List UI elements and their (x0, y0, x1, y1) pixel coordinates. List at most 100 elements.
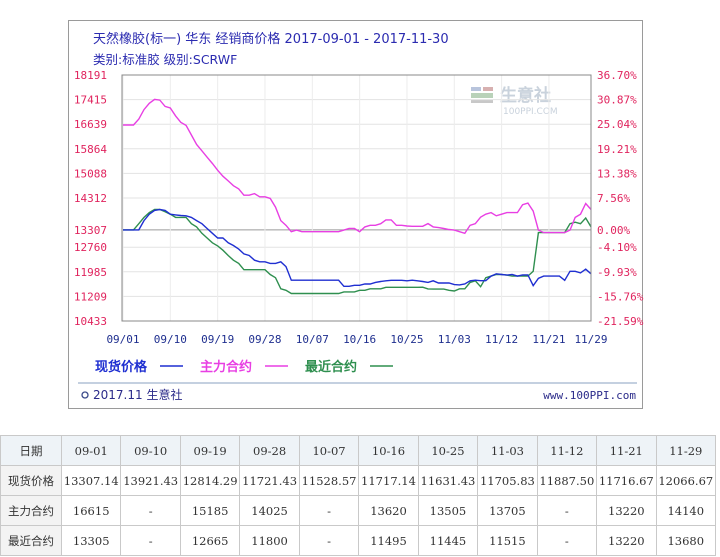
table-cell: 13505 (417, 495, 479, 526)
table-cell: 11716.67 (596, 465, 657, 496)
table-row-label: 主力合约 (0, 495, 62, 526)
table-cell: 13220 (596, 495, 657, 526)
series-line-0 (123, 208, 592, 287)
table-cell: 11631.43 (417, 465, 479, 496)
x-tick-label: 11/03 (438, 333, 471, 346)
table-cell: - (298, 525, 360, 556)
table-cell: 12066.67 (655, 465, 717, 496)
table-cell: 14140 (655, 495, 717, 526)
table-cell: 11-21 (596, 435, 657, 466)
left-axis-ticks: 18191 17415 16639 15864 15088 14312 13307 12760… (74, 69, 107, 328)
series-line-2 (123, 208, 592, 295)
table-cell: - (120, 525, 181, 556)
chart-title: 天然橡胶(标一) 华东 经销商价格 2017-09-01 - 2017-11-3… (93, 31, 449, 47)
right-axis-ticks: 36.70% 30.87% 25.04% 19.21% 13.38% 7.56% 0.00%… (597, 69, 644, 328)
table-cell: 13921.43 (120, 465, 181, 496)
watermark-url: 100PPI.COM (503, 107, 558, 117)
chart-frame (68, 20, 643, 409)
series-line-1 (123, 98, 592, 235)
table-cell: 15185 (179, 495, 241, 526)
table-cell: 11445 (417, 525, 479, 556)
left-tick-label: 10433 (74, 315, 107, 328)
table-cell: - (298, 495, 360, 526)
left-tick-label: 13307 (74, 224, 107, 237)
table-cell: 11705.83 (477, 465, 538, 496)
table-cell: 11-29 (655, 435, 717, 466)
table-cell: 09-19 (179, 435, 241, 466)
x-tick-label: 11/29 (574, 333, 607, 346)
left-tick-label: 14312 (74, 192, 107, 205)
table-cell: 11-03 (477, 435, 538, 466)
table-cell: 11721.43 (239, 465, 300, 496)
x-tick-label: 09/28 (248, 333, 281, 346)
table-cell: 11717.14 (358, 465, 419, 496)
table-cell: 10-16 (358, 435, 419, 466)
table-cell: 13307.14 (60, 465, 122, 496)
table-cell: 11528.57 (298, 465, 360, 496)
right-tick-label: 30.87% (597, 94, 637, 107)
table-cell: 09-01 (60, 435, 122, 466)
right-tick-label: -15.76% (597, 290, 644, 303)
x-tick-label: 11/21 (532, 333, 565, 346)
x-axis-ticks: 09/01 09/10 09/19 09/28 10/07 10/16 10/25 11/03… (106, 333, 607, 346)
legend-label: 主力合约 (200, 359, 252, 375)
table-cell: 13620 (358, 495, 419, 526)
footer-url[interactable]: www.100PPI.com (543, 389, 636, 402)
table-cell: 13680 (655, 525, 717, 556)
table-cell: 14025 (239, 495, 300, 526)
x-tick-label: 09/01 (106, 333, 139, 346)
right-tick-label: -21.59% (597, 315, 644, 328)
left-tick-label: 15864 (74, 143, 107, 156)
table-row: 主力合约 16615-15185 14025-13620 13505 13705-132… (0, 495, 717, 526)
right-tick-label: 19.21% (597, 143, 637, 156)
price-chart: 天然橡胶(标一) 华东 经销商价格 2017-09-01 - 2017-11-3… (74, 31, 644, 402)
watermark-name: 生意社 (500, 85, 551, 106)
left-tick-label: 17415 (74, 94, 107, 107)
left-tick-label: 18191 (74, 69, 107, 82)
right-tick-label: 13.38% (597, 167, 637, 180)
table-cell: 09-10 (120, 435, 181, 466)
table-row: 现货价格 13307.14 13921.43 12814.29 11721.43 1152… (0, 465, 717, 496)
table-cell: 11-12 (536, 435, 598, 466)
left-tick-label: 15088 (74, 167, 107, 180)
right-tick-label: -9.93% (597, 266, 637, 279)
footer-copyright: 2017.11 生意社 (93, 387, 182, 402)
table-cell: 13220 (596, 525, 657, 556)
x-tick-label: 09/19 (201, 333, 234, 346)
x-tick-label: 11/12 (485, 333, 518, 346)
right-tick-label: 7.56% (597, 192, 630, 205)
table-cell: 11887.50 (536, 465, 598, 496)
table-cell: 13705 (477, 495, 538, 526)
table-cell: 10-07 (298, 435, 360, 466)
table-cell: 16615 (60, 495, 122, 526)
right-tick-label: 36.70% (597, 69, 637, 82)
right-tick-label: 0.00% (597, 224, 630, 237)
right-tick-label: -4.10% (597, 241, 637, 254)
left-tick-label: 11985 (74, 266, 107, 279)
plot-area-border (121, 74, 592, 322)
left-tick-label: 12760 (74, 241, 107, 254)
table-cell: 12665 (179, 525, 241, 556)
footer-bullet-icon (81, 391, 89, 399)
table-cell: 12814.29 (179, 465, 241, 496)
left-tick-label: 11209 (74, 290, 107, 303)
watermark-logo-icon (471, 87, 493, 103)
table-row-label: 最近合约 (0, 525, 62, 556)
legend-label: 最近合约 (305, 359, 357, 375)
x-tick-label: 10/25 (390, 333, 423, 346)
table-cell: 11515 (477, 525, 538, 556)
legend: 现货价格 主力合约 最近合约 (95, 359, 393, 375)
table-cell: - (536, 495, 598, 526)
left-tick-label: 16639 (74, 118, 107, 131)
table-row-label: 现货价格 (0, 465, 62, 496)
table-cell: 11495 (358, 525, 419, 556)
chart-subtitle: 类别:标准胶 级别:SCRWF (93, 52, 237, 67)
table-row-label: 日期 (0, 435, 62, 466)
series-lines (123, 98, 592, 295)
x-tick-label: 09/10 (154, 333, 187, 346)
x-tick-label: 10/16 (343, 333, 376, 346)
table-cell: - (536, 525, 598, 556)
table-cell: 10-25 (417, 435, 479, 466)
table-cell: 13305 (60, 525, 122, 556)
x-tick-label: 10/07 (296, 333, 329, 346)
